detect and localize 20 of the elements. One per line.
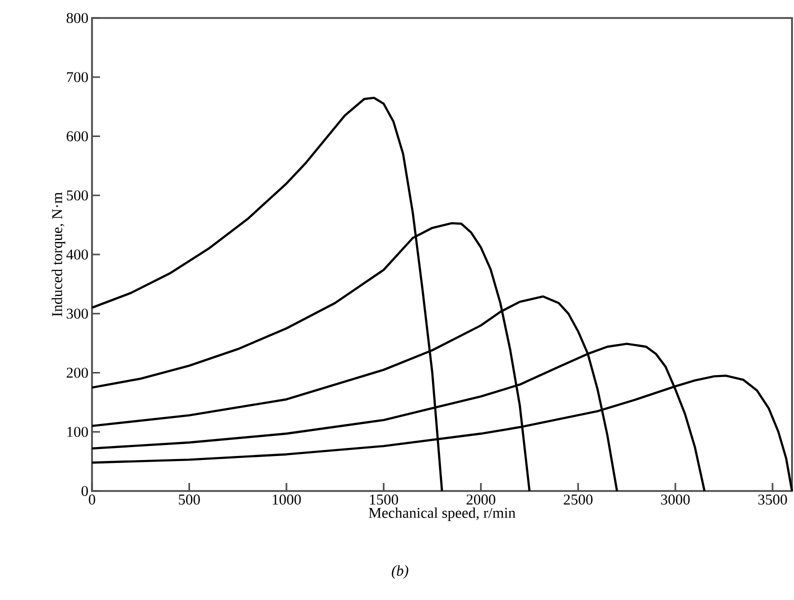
y-tick-label: 500 bbox=[66, 190, 88, 200]
y-tick-label: 200 bbox=[66, 368, 88, 378]
y-tick-label: 0 bbox=[82, 486, 88, 496]
x-tick-label: 1500 bbox=[370, 494, 398, 505]
x-axis-title: Mechanical speed, r/min bbox=[368, 507, 516, 521]
x-tick-label: 2500 bbox=[564, 494, 592, 505]
text: (b) bbox=[392, 565, 408, 579]
y-tick-label: 800 bbox=[66, 12, 88, 24]
y-axis-title: Induced torque, N·m bbox=[52, 192, 66, 316]
y-tick-label: 600 bbox=[66, 131, 88, 142]
y-tick-label: 700 bbox=[67, 72, 88, 82]
x-tick-label: 2000 bbox=[466, 494, 496, 505]
y-tick-label: 300 bbox=[66, 308, 88, 319]
x-tick-label: 1000 bbox=[272, 494, 301, 505]
x-tick-label: 0 bbox=[88, 494, 96, 505]
x-tick-label: 3000 bbox=[661, 494, 690, 505]
x-tick-label: 3500 bbox=[758, 494, 787, 505]
y-tick-label: 400 bbox=[66, 249, 88, 260]
x-tick-label: 500 bbox=[178, 494, 200, 505]
y-tick-label: 100 bbox=[67, 426, 88, 437]
